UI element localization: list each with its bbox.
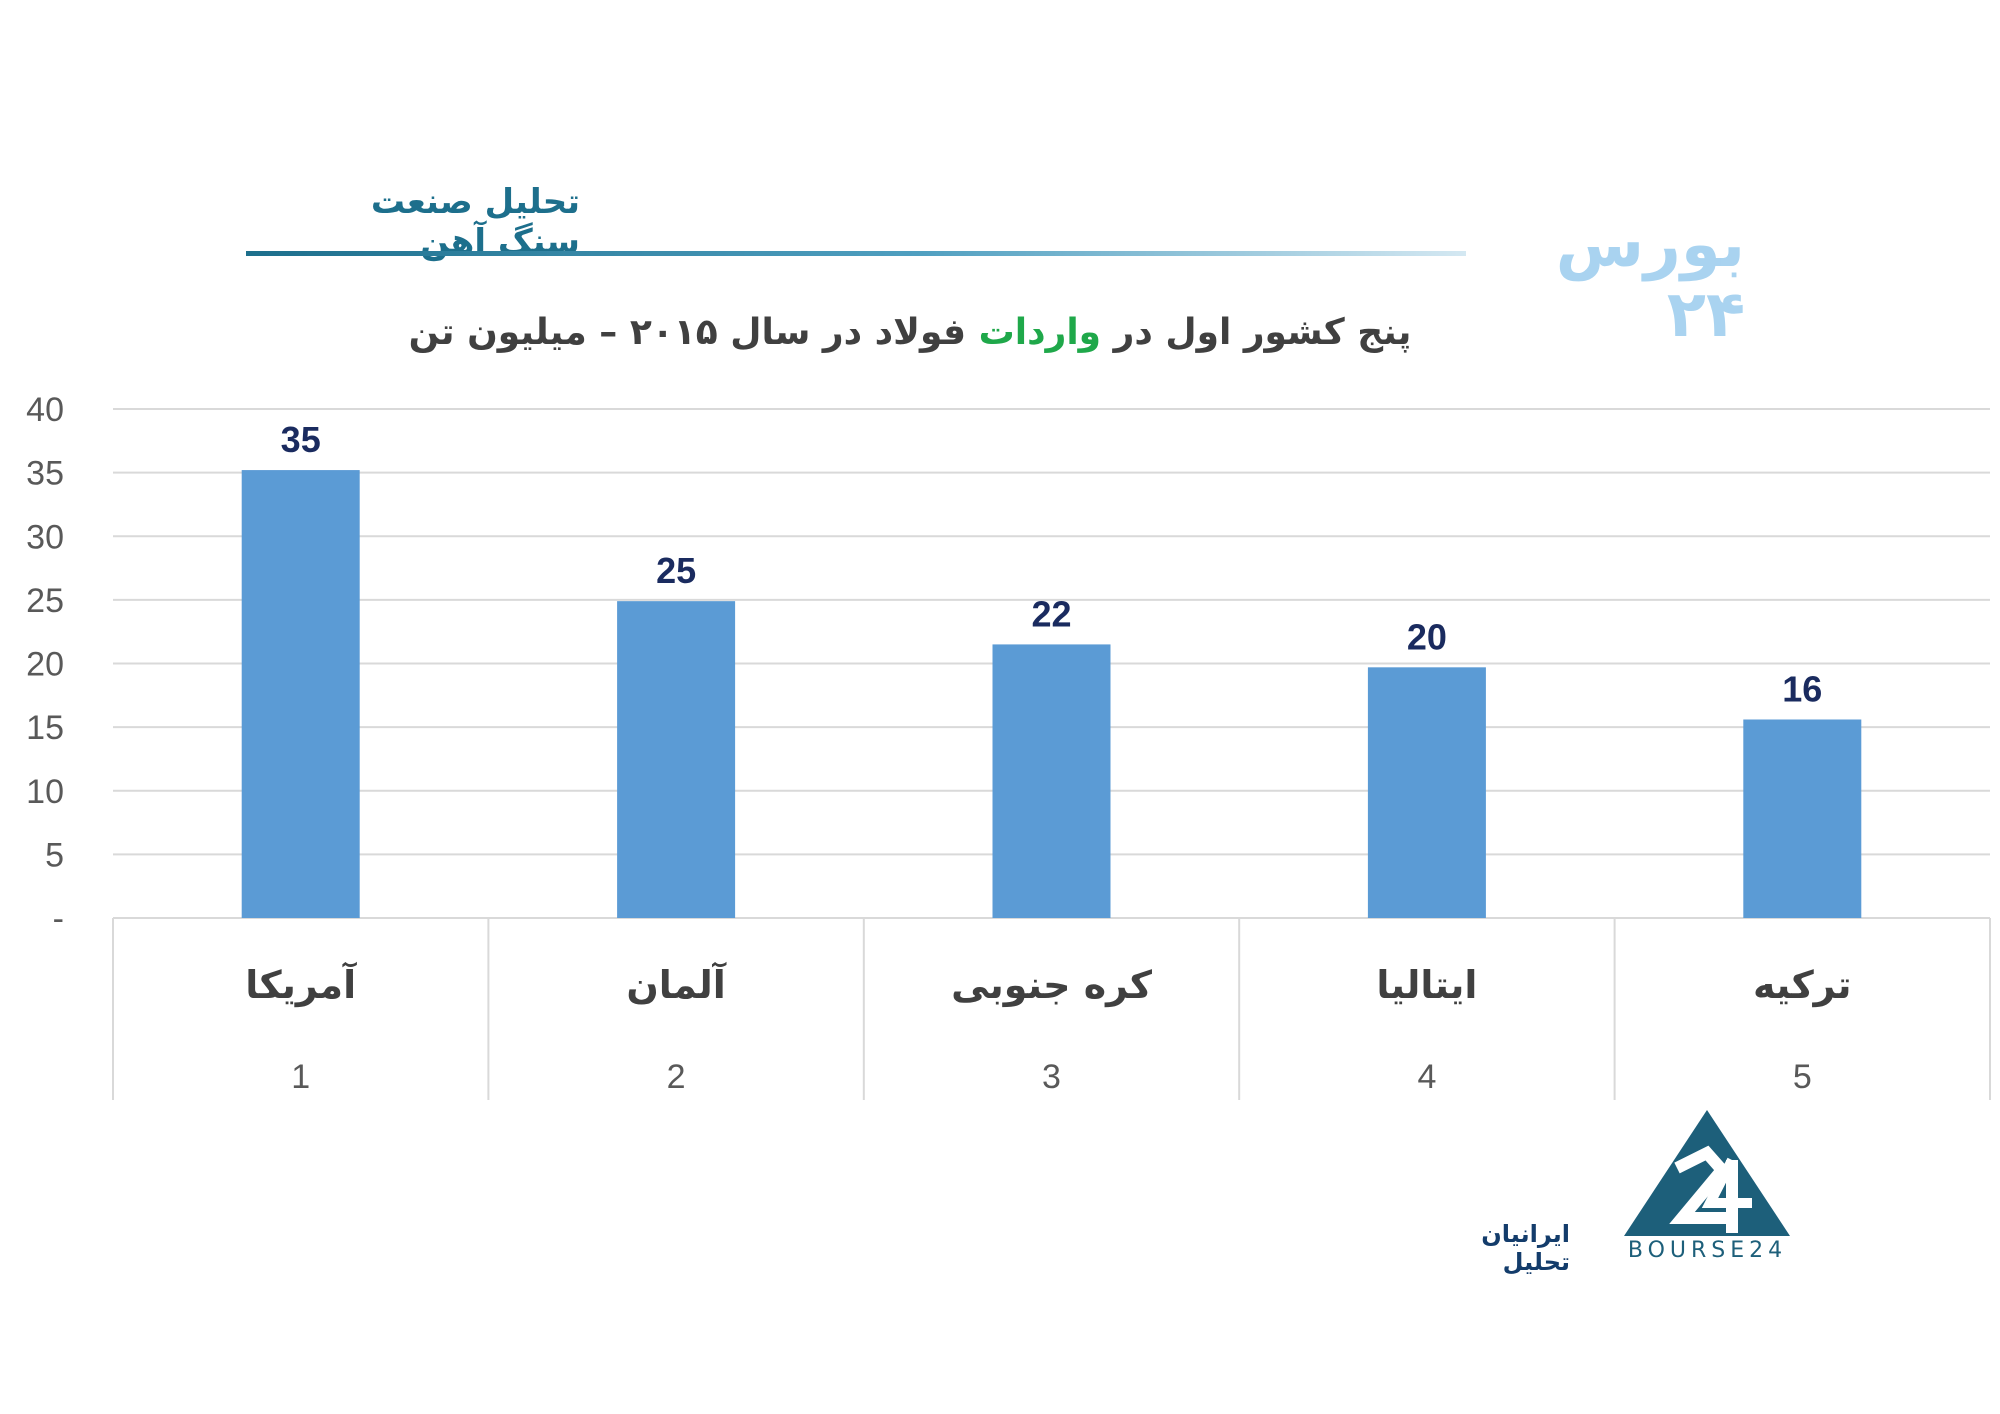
bar (241, 470, 360, 918)
category-label: ترکیه (1753, 963, 1852, 1007)
category-label: آلمان (626, 961, 726, 1007)
header-divider (246, 251, 1466, 256)
rank-label: 4 (1417, 1058, 1436, 1096)
bar (1367, 667, 1486, 918)
axis-layer: - 5 10 15 20 25 30 35 40 آمریکا 1 آلمان 2 کره جنوبی 3 ا… (26, 391, 1851, 1096)
y-tick-label: - (53, 900, 64, 938)
y-tick-label: 30 (26, 518, 64, 556)
rank-label: 1 (291, 1058, 310, 1096)
rank-label: 2 (667, 1058, 686, 1096)
bar (1743, 719, 1862, 918)
data-label: 35 (281, 419, 321, 460)
category-label: آمریکا (245, 961, 357, 1007)
y-tick-label: 25 (26, 582, 64, 620)
data-label: 25 (656, 550, 696, 591)
labels-layer: 35 25 22 20 16 (281, 419, 1823, 709)
y-tick-label: 40 (26, 391, 64, 429)
bar (992, 644, 1111, 918)
chart-title: پنج کشور اول در واردات فولاد در سال ۲۰۱۵… (380, 312, 1440, 353)
bar (617, 601, 736, 918)
data-label: 22 (1031, 593, 1071, 634)
data-label: 20 (1407, 616, 1447, 657)
footer-logo-text: BOURSE24 (1627, 1238, 1788, 1263)
y-tick-label: 5 (45, 836, 64, 874)
y-tick-label: 15 (26, 709, 64, 747)
y-tick-label: 10 (26, 773, 64, 811)
footer-company-name: ایرانیان تحلیل (1481, 1220, 1570, 1276)
chart-title-part-1: پنج کشور اول در (1101, 312, 1412, 353)
chart-title-part-2: فولاد در سال ۲۰۱۵ – میلیون تن (408, 312, 979, 353)
rank-label: 5 (1793, 1058, 1812, 1096)
rank-label: 3 (1042, 1058, 1061, 1096)
bars-layer (241, 470, 1862, 918)
bourse24-logo-icon (1624, 1110, 1790, 1236)
category-label: کره جنوبی (951, 963, 1153, 1007)
category-label: ایتالیا (1376, 963, 1477, 1007)
header-title: تحلیل صنعت سنگ آهن (370, 182, 580, 262)
data-label: 16 (1782, 668, 1822, 709)
brand-logo: بورس ۲۴ (1555, 208, 1745, 353)
chart-title-accent: واردات (978, 312, 1102, 353)
y-tick-label: 35 (26, 455, 64, 493)
y-tick-label: 20 (26, 646, 64, 684)
